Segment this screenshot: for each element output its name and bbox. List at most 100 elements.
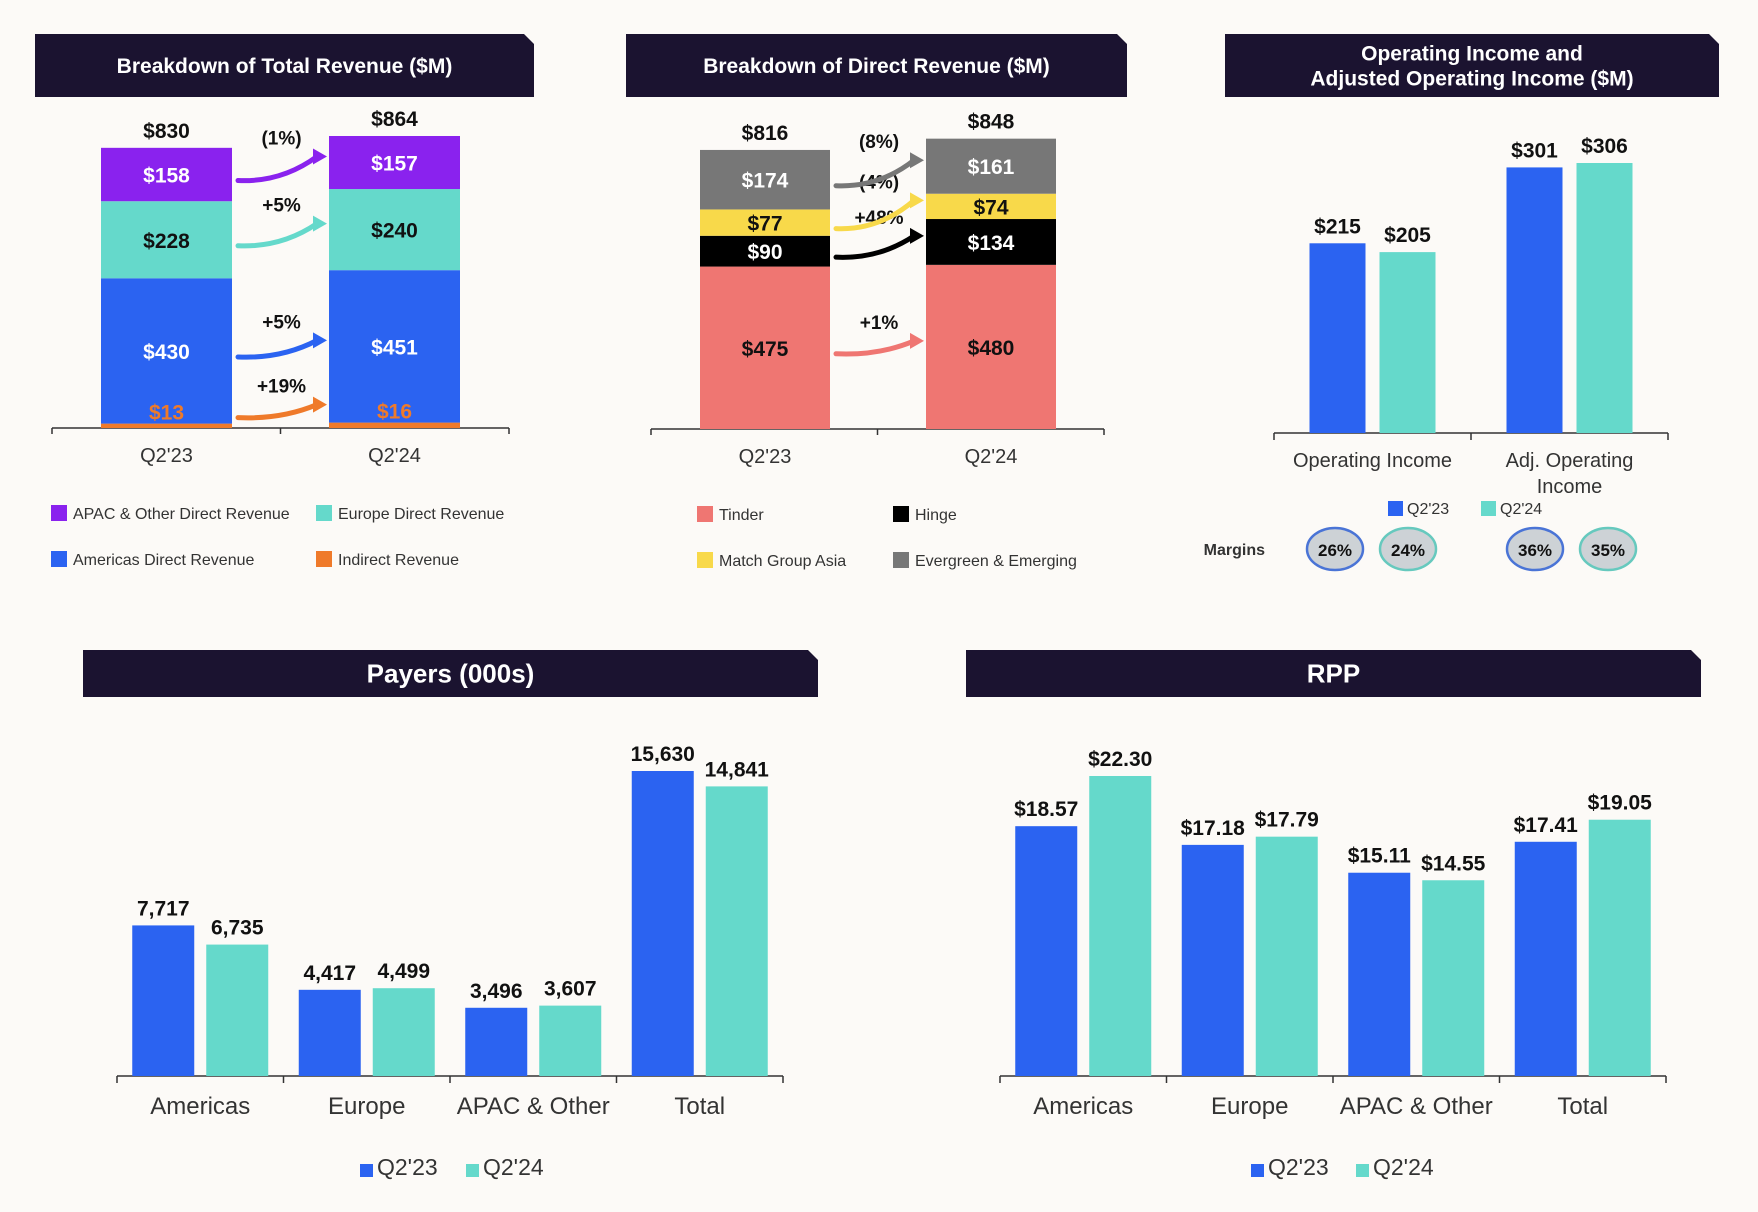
bar: [539, 1005, 602, 1076]
bar-segment: [926, 193, 1056, 220]
change-arrow-head: [313, 396, 327, 413]
bar: [1576, 163, 1633, 433]
data-label: 3,607: [544, 978, 597, 1001]
legend-label: Q2'23: [1268, 1154, 1329, 1180]
data-label: $215: [1314, 215, 1361, 238]
bar: [1255, 836, 1318, 1076]
bar: [1348, 872, 1411, 1076]
bar-segment: [700, 235, 830, 267]
legend-label: Tinder: [719, 507, 764, 524]
legend-swatch: [1481, 501, 1496, 516]
change-arrow-shaft: [833, 157, 917, 189]
data-label: $134: [968, 232, 1015, 255]
x-tick-label: Americas: [1033, 1093, 1133, 1120]
data-label: $77: [747, 213, 782, 236]
legend-label: Q2'23: [377, 1154, 438, 1180]
data-label: $240: [371, 220, 418, 243]
bar-segment: [700, 209, 830, 236]
legend-swatch: [893, 506, 909, 522]
bar: [1506, 167, 1563, 434]
bar: [372, 988, 435, 1076]
data-label: $19.05: [1588, 792, 1653, 815]
data-label: 14,841: [705, 758, 770, 781]
margin-value: 36%: [1518, 541, 1552, 560]
change-arrow-head: [910, 152, 924, 169]
chart-title: Adjusted Operating Income ($M): [1310, 67, 1633, 90]
change-arrow-shaft: [833, 233, 917, 260]
legend-label: Americas Direct Revenue: [73, 552, 255, 569]
legend-swatch: [51, 551, 67, 567]
bar-segment: [329, 189, 460, 271]
margin-badge: [1505, 526, 1565, 572]
data-label: $301: [1511, 139, 1558, 162]
legend-label: Europe Direct Revenue: [338, 506, 504, 523]
bar: [132, 925, 195, 1076]
data-label: $22.30: [1088, 748, 1152, 771]
bar-segment: [700, 149, 830, 210]
bar-segment: [926, 219, 1056, 265]
legend-label: Q2'24: [1373, 1154, 1434, 1180]
bar-segment: [926, 264, 1056, 429]
chart-direct_revenue: Breakdown of Direct Revenue ($M) $475 $90 $…: [626, 34, 1127, 570]
chart-payers: Payers (000s) 7,717 6,735 Americas 4,417 4,49…: [83, 650, 818, 1180]
legend-swatch: [893, 552, 909, 568]
data-label: $74: [973, 196, 1008, 219]
data-label: $17.18: [1181, 817, 1246, 840]
total-label: $830: [143, 120, 190, 143]
data-label: $13: [149, 402, 184, 425]
chart-title: Breakdown of Total Revenue ($M): [117, 55, 453, 78]
data-label: $430: [143, 341, 190, 364]
legend-swatch: [697, 552, 713, 568]
change-label: +19%: [257, 377, 306, 398]
x-tick-label: Operating Income: [1293, 450, 1452, 472]
legend-label: Indirect Revenue: [338, 552, 459, 569]
legend-label: APAC & Other Direct Revenue: [73, 506, 290, 523]
data-label: $451: [371, 336, 418, 359]
data-label: 7,717: [137, 897, 190, 920]
total-label: $848: [968, 111, 1015, 134]
data-label: $16: [377, 401, 412, 424]
change-arrow-head: [313, 332, 327, 349]
legend-swatch: [1388, 501, 1403, 516]
margin-badge: [1378, 526, 1438, 572]
data-label: $475: [742, 338, 789, 361]
chart-title: Payers (000s): [367, 659, 535, 689]
legend-label: Q2'23: [1407, 501, 1449, 518]
margin-badge: [1578, 526, 1638, 572]
change-arrow-head: [313, 148, 327, 165]
bar: [1514, 841, 1577, 1076]
chart-title-banner: [1225, 34, 1719, 97]
data-label: $17.41: [1514, 814, 1579, 837]
change-arrow-shaft: [833, 197, 917, 232]
chart-title-banner: [83, 650, 818, 697]
bar: [1181, 844, 1244, 1076]
legend-swatch: [466, 1164, 479, 1177]
change-label: +5%: [262, 312, 301, 333]
change-arrow-head: [910, 192, 924, 209]
x-tick-label: Q2'24: [965, 446, 1018, 468]
total-label: $864: [371, 108, 418, 131]
margins-label: Margins: [1204, 542, 1265, 559]
x-tick-label: Americas: [150, 1093, 250, 1120]
data-label: $228: [143, 230, 190, 253]
change-arrow-shaft: [235, 337, 320, 360]
data-label: 15,630: [631, 743, 695, 766]
bar-segment: [329, 422, 460, 428]
bar-segment: [101, 423, 232, 428]
x-tick-label: Europe: [328, 1093, 405, 1120]
x-tick-label: APAC & Other: [457, 1093, 610, 1120]
margin-value: 35%: [1591, 541, 1625, 560]
bar: [1379, 252, 1436, 433]
data-label: $15.11: [1348, 845, 1411, 868]
bar: [1309, 243, 1366, 433]
bar-segment: [926, 138, 1056, 194]
chart-title: RPP: [1307, 659, 1360, 689]
legend-label: Q2'24: [483, 1154, 544, 1180]
legend-swatch: [697, 506, 713, 522]
change-label: (1%): [261, 129, 301, 150]
x-tick-label: Q2'24: [368, 445, 421, 467]
chart-title: Operating Income and: [1361, 42, 1583, 65]
x-tick-label: Income: [1537, 476, 1603, 498]
